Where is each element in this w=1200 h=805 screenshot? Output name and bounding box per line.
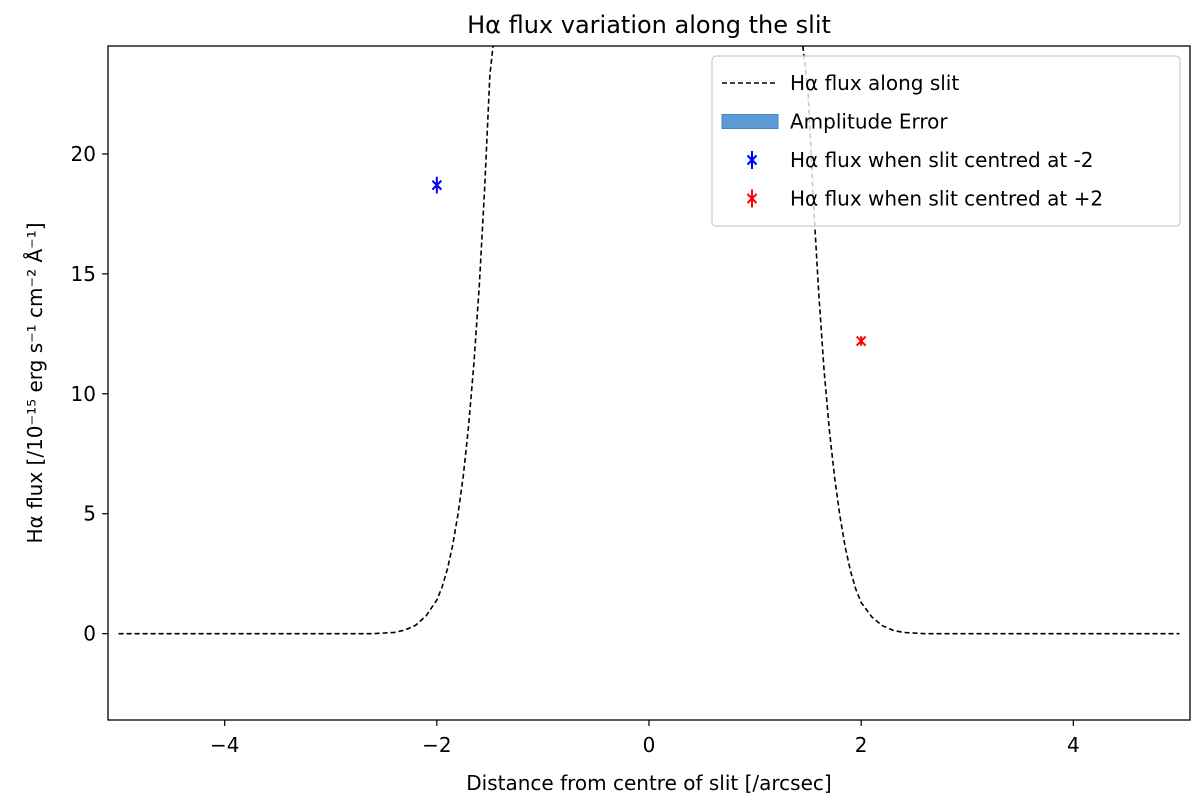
- series-line-h-flux-along-slit-left: [118, 46, 494, 635]
- plot-area: −4 −2 0 2 4 0 5 10 15 20: [71, 45, 1191, 757]
- y-axis: 0 5 10 15 20: [71, 142, 108, 646]
- legend-item-h-flux-when-slit-centred-at-2: Hα flux when slit centred at +2: [746, 187, 1103, 211]
- x-axis: −4 −2 0 2 4: [210, 720, 1080, 757]
- x-tick-label: 4: [1067, 733, 1080, 757]
- legend-label: Hα flux when slit centred at -2: [790, 148, 1094, 172]
- x-tick-label: 2: [855, 733, 868, 757]
- legend-swatch: [721, 114, 779, 129]
- legend-swatch-marker: [746, 193, 758, 204]
- legend-label: Hα flux along slit: [790, 71, 959, 95]
- y-tick-label: 20: [71, 142, 96, 166]
- legend: Hα flux along slit Amplitude Error Hα flux…: [711, 55, 1181, 227]
- legend-label: Hα flux when slit centred at +2: [790, 187, 1103, 211]
- legend-item-h-flux-along-slit: Hα flux along slit: [722, 71, 959, 95]
- x-tick-label: −2: [422, 733, 451, 757]
- legend-box: [711, 55, 1181, 227]
- x-axis-title: Distance from centre of slit [/arcsec]: [466, 771, 831, 795]
- legend-item-h-flux-when-slit-centred-at-2: Hα flux when slit centred at -2: [746, 148, 1094, 172]
- x-tick-label: 0: [643, 733, 656, 757]
- legend-item-amplitude-error: Amplitude Error: [721, 110, 948, 134]
- y-tick-label: 5: [83, 502, 96, 526]
- y-tick-label: 10: [71, 382, 96, 406]
- chart-title: Hα flux variation along the slit: [467, 11, 831, 39]
- x-tick-label: −4: [210, 733, 239, 757]
- y-tick-label: 15: [71, 262, 96, 286]
- data-point-h-flux-when-slit-centred-at-2: [431, 179, 443, 191]
- legend-swatch-marker: [746, 154, 758, 166]
- data-point-h-flux-when-slit-centred-at-2: [855, 335, 867, 347]
- y-tick-label: 0: [83, 622, 96, 646]
- legend-label: Amplitude Error: [790, 110, 948, 134]
- y-axis-title: Hα flux [/10⁻¹⁵ erg s⁻¹ cm⁻² Å⁻¹]: [23, 222, 47, 543]
